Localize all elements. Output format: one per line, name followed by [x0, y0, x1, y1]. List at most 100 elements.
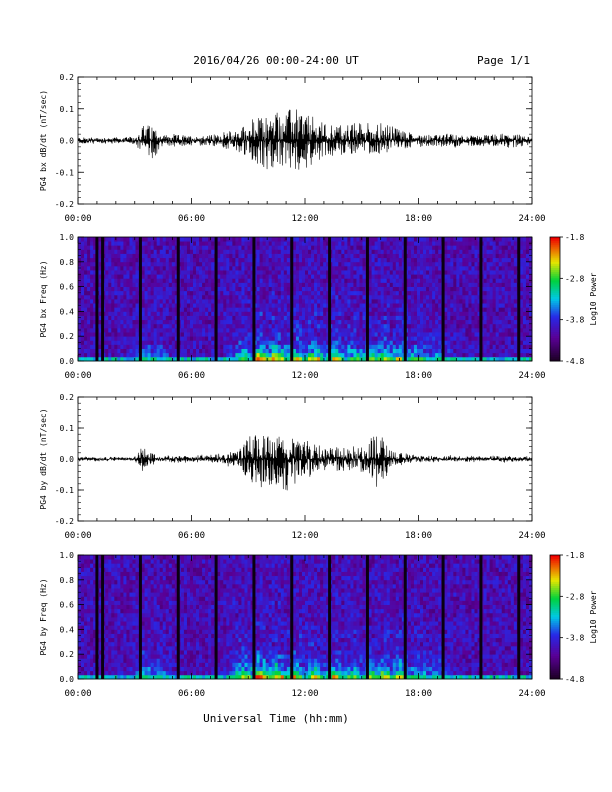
spectrogram-cell — [105, 352, 109, 358]
spectrogram-cell — [519, 278, 524, 283]
spectrogram-cell — [126, 315, 130, 321]
spectrogram-cell — [196, 315, 200, 321]
spectrogram-cell — [350, 257, 354, 263]
spectrogram-cell — [78, 245, 82, 250]
spectrogram-cell — [501, 278, 506, 283]
spectrogram-cell — [153, 348, 158, 354]
spectrogram-cell — [105, 286, 109, 292]
spectrogram-cell — [259, 290, 264, 296]
spectrogram-cell — [202, 336, 206, 341]
spectrogram-cell — [90, 265, 94, 271]
spectrogram-cell — [105, 340, 109, 345]
spectrogram-cell — [135, 286, 139, 292]
colorbar-step — [550, 255, 560, 259]
spectrogram-cell — [444, 265, 448, 271]
spectrogram-cell — [429, 265, 433, 271]
spectrogram-cell — [510, 245, 515, 250]
spectrogram-cell — [510, 270, 515, 275]
spectrogram-cell — [504, 253, 509, 259]
spectrogram-cell — [147, 327, 152, 333]
spectrogram-cell — [410, 348, 415, 354]
spectrogram-cell — [238, 315, 242, 321]
spectrogram-cell — [305, 274, 309, 279]
spectrogram-cell — [401, 249, 406, 254]
spectrogram-cell — [168, 249, 173, 254]
spectrogram-cell — [353, 257, 357, 263]
colorbar-step — [550, 356, 560, 360]
spectrogram-cell — [147, 253, 152, 259]
spectrogram-cell — [377, 282, 382, 287]
panel-3-x-tick-label: 00:00 — [64, 531, 91, 541]
spectrogram-cell — [114, 323, 118, 329]
spectrogram-cell — [450, 270, 454, 275]
spectrogram-cell — [241, 311, 245, 316]
spectrogram-cell — [117, 282, 121, 287]
spectrogram-cell — [353, 290, 357, 296]
spectrogram-cell — [380, 282, 385, 287]
spectrogram-cell — [93, 253, 97, 259]
spectrogram-cell — [338, 270, 342, 275]
spectrogram-cell — [317, 307, 321, 312]
spectrogram-cell — [308, 332, 312, 337]
spectrogram-cell — [93, 278, 97, 283]
spectrogram-cell — [141, 348, 145, 354]
spectrogram-cell — [413, 270, 418, 275]
spectrogram-cell — [471, 282, 475, 287]
spectrogram-cell — [504, 307, 509, 312]
spectrogram-cell — [180, 356, 185, 362]
spectrogram-cell — [335, 356, 339, 362]
spectrogram-cell — [501, 261, 506, 267]
spectrogram-cell — [232, 352, 236, 358]
spectrogram-cell — [277, 294, 282, 300]
spectrogram-cell — [280, 299, 285, 304]
spectrogram-cell — [413, 344, 418, 349]
spectrogram-cell — [283, 290, 288, 296]
spectrogram-cell — [483, 290, 487, 296]
spectrogram-cell — [468, 356, 472, 362]
spectrogram-cell — [208, 344, 212, 349]
spectrogram-cell — [522, 274, 527, 279]
spectrogram-cell — [247, 348, 251, 354]
spectrogram-cell — [392, 332, 397, 337]
spectrogram-cell — [347, 352, 351, 358]
spectrogram-cell — [314, 294, 318, 300]
spectrogram-cell — [383, 282, 388, 287]
spectrogram-cell — [93, 237, 97, 242]
spectrogram-cell — [171, 261, 176, 267]
spectrogram-cell — [81, 299, 85, 304]
spectrogram-cell — [226, 274, 230, 279]
spectrogram-cell — [193, 323, 197, 329]
spectrogram-cell — [301, 270, 306, 275]
spectrogram-cell — [108, 265, 112, 271]
data-gap-band — [365, 237, 369, 361]
spectrogram-cell — [383, 315, 388, 321]
spectrogram-cell — [383, 278, 388, 283]
spectrogram-cell — [426, 344, 430, 349]
spectrogram-cell — [377, 352, 382, 358]
spectrogram-cell — [453, 356, 457, 362]
spectrogram-cell — [193, 274, 197, 279]
spectrogram-cell — [423, 290, 427, 296]
spectrogram-cell — [311, 257, 315, 263]
spectrogram-cell — [338, 332, 342, 337]
spectrogram-cell — [423, 356, 427, 362]
spectrogram-cell — [359, 356, 363, 362]
spectrogram-cell — [117, 332, 121, 337]
spectrogram-cell — [477, 299, 481, 304]
spectrogram-cell — [277, 311, 282, 316]
spectrogram-cell — [256, 245, 260, 250]
spectrogram-cell — [401, 307, 406, 312]
spectrogram-cell — [510, 340, 515, 345]
panel-2-x-tick-label: 24:00 — [518, 371, 545, 381]
spectrogram-cell — [208, 294, 212, 300]
spectrogram-cell — [432, 299, 436, 304]
spectrogram-cell — [438, 237, 442, 242]
spectrogram-cell — [465, 332, 469, 337]
spectrogram-cell — [371, 257, 376, 263]
spectrogram-cell — [344, 286, 348, 292]
spectrogram-cell — [308, 315, 312, 321]
spectrogram-cell — [519, 274, 524, 279]
spectrogram-cell — [510, 253, 515, 259]
spectrogram-cell — [410, 323, 415, 329]
spectrogram-cell — [504, 282, 509, 287]
